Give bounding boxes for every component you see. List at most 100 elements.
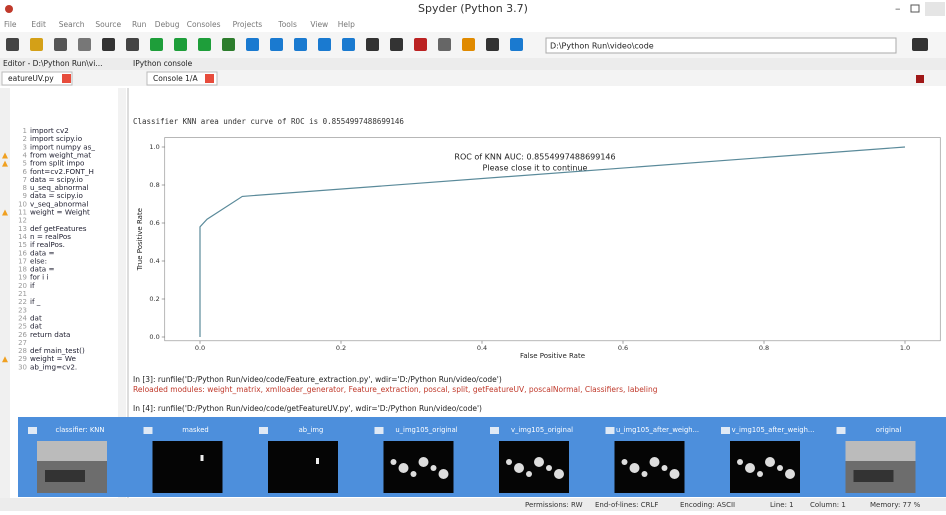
thumbnail-title: u_img105_original [395, 426, 457, 434]
thumbnail-icon [837, 427, 846, 434]
toolbar-button[interactable] [510, 38, 523, 51]
image-detail [411, 471, 417, 477]
toolbar-button[interactable] [246, 38, 259, 51]
thumbnail-image[interactable] [153, 441, 223, 493]
console-line: Reloaded modules: weight_matrix, xmlload… [133, 385, 658, 394]
image-detail [201, 455, 204, 461]
line-number: 13 [18, 225, 27, 233]
path-text: D:\Python Run\video\code [550, 42, 654, 51]
x-tick-label: 0.6 [618, 344, 628, 352]
toolbar-button[interactable] [126, 38, 139, 51]
image-detail [439, 469, 449, 479]
image-detail [622, 459, 628, 465]
image-detail [391, 459, 397, 465]
menu-item[interactable]: Projects [233, 20, 263, 29]
screen: Spyder (Python 3.7) – File Edit Search Sour… [0, 0, 946, 511]
menu-item[interactable]: Run [132, 20, 147, 29]
toolbar-button[interactable] [30, 38, 43, 51]
menu-item[interactable]: Search [59, 20, 85, 29]
toolbar-button[interactable] [414, 38, 427, 51]
toolbar-button[interactable] [342, 38, 355, 51]
toolbar-button[interactable] [486, 38, 499, 51]
toolbar-button[interactable] [78, 38, 91, 51]
x-tick-label: 0.0 [195, 344, 205, 352]
code-text: ab_img=cv2. [30, 362, 77, 371]
toolbar-button[interactable] [438, 38, 451, 51]
line-number: 27 [18, 339, 27, 347]
image-detail [777, 465, 783, 471]
line-number: 28 [18, 347, 27, 355]
code-text: if [30, 281, 35, 290]
thumbnail-image[interactable] [615, 441, 685, 493]
image-detail [737, 459, 743, 465]
image-detail [431, 465, 437, 471]
line-number: 14 [18, 233, 27, 241]
tab-close[interactable] [205, 74, 214, 83]
thumbnail-title: masked [182, 426, 209, 434]
status-bar [0, 498, 946, 511]
y-tick-label: 0.2 [149, 295, 159, 303]
line-number: 26 [18, 331, 27, 339]
toolbar-button[interactable] [912, 38, 928, 51]
toolbar-button[interactable] [198, 38, 211, 51]
status-item: Encoding: ASCII [680, 501, 735, 509]
line-number: 5 [23, 160, 27, 168]
line-number: 7 [23, 176, 27, 184]
toolbar-button[interactable] [174, 38, 187, 51]
toolbar-button[interactable] [366, 38, 379, 51]
minimize-button[interactable]: – [895, 2, 901, 15]
tab-close[interactable] [62, 74, 71, 83]
thumbnail-image[interactable] [730, 441, 800, 493]
image-detail [546, 465, 552, 471]
menu-item[interactable]: Debug [155, 20, 180, 29]
toolbar-button[interactable] [270, 38, 283, 51]
thumbnail-image[interactable] [384, 441, 454, 493]
toolbar-button[interactable] [150, 38, 163, 51]
close-button[interactable] [925, 2, 945, 16]
image-detail [846, 441, 916, 461]
line-number: 8 [23, 184, 27, 192]
thumbnail-image[interactable] [499, 441, 569, 493]
thumbnail-title: v_img105_after_weigh... [732, 426, 815, 434]
line-number: 12 [18, 217, 27, 225]
line-number: 23 [18, 306, 27, 314]
toolbar-button[interactable] [462, 38, 475, 51]
menu-item[interactable]: Edit [31, 20, 46, 29]
line-number: 25 [18, 323, 27, 331]
toolbar-button[interactable] [54, 38, 67, 51]
image-detail [854, 470, 894, 482]
line-number: 22 [18, 298, 27, 306]
menu-item[interactable]: Source [95, 20, 121, 29]
status-item: Line: 1 [770, 501, 794, 509]
line-number: 11 [18, 209, 27, 217]
image-detail [37, 441, 107, 461]
menu-item[interactable]: Consoles [187, 20, 221, 29]
thumbnail-image[interactable] [268, 441, 338, 493]
menu-item[interactable]: View [310, 20, 328, 29]
menu-item[interactable]: Help [338, 20, 355, 29]
roc-plot: ROC of KNN AUC: 0.8554997488699146Please… [136, 138, 940, 360]
menu-bar: File Edit Search Source Run Debug Consoles Proj… [4, 20, 355, 29]
status-item: Memory: 77 % [870, 501, 921, 509]
toolbar-button[interactable] [318, 38, 331, 51]
menu-item[interactable]: Tools [277, 20, 297, 29]
stop-button[interactable] [916, 75, 924, 83]
line-number: 16 [18, 249, 27, 257]
thumbnail-title: classifier: KNN [56, 426, 105, 434]
toolbar-button[interactable] [390, 38, 403, 51]
line-number: 6 [23, 168, 28, 176]
thumbnail-icon [606, 427, 615, 434]
line-number: 3 [23, 143, 27, 151]
toolbar-button[interactable] [6, 38, 19, 51]
toolbar-button[interactable] [294, 38, 307, 51]
image-detail [642, 471, 648, 477]
image-detail [757, 471, 763, 477]
menu-item[interactable]: File [4, 20, 17, 29]
toolbar-button[interactable] [222, 38, 235, 51]
console-line: Classifier KNN area under curve of ROC i… [133, 117, 404, 126]
window-title: Spyder (Python 3.7) [418, 2, 528, 15]
image-detail [506, 459, 512, 465]
y-tick-label: 0.4 [149, 257, 159, 265]
line-number: 19 [18, 274, 27, 282]
toolbar-button[interactable] [102, 38, 115, 51]
